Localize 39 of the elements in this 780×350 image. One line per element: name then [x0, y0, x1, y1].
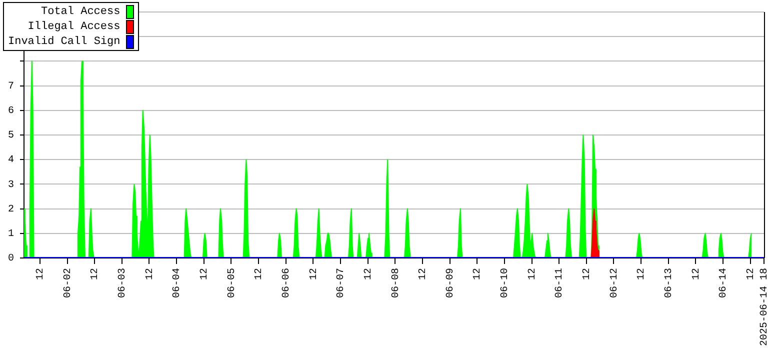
x-tick-label: 12: [200, 268, 211, 280]
x-tick-label: 06-12: [609, 268, 620, 298]
x-tick-label: 06-11: [554, 268, 566, 298]
y-tick-label: 4: [8, 155, 14, 166]
x-tick-label: 06-08: [390, 268, 402, 298]
x-tick-label: 06-14: [718, 268, 730, 298]
x-tick-label: 12: [691, 268, 702, 280]
x-tick-label: 12: [582, 268, 594, 280]
x-tick-label: 12: [636, 268, 648, 280]
x-tick-label: 06-04: [172, 268, 184, 298]
y-tick-label: 7: [8, 81, 14, 92]
legend-label: Invalid Call Sign: [8, 36, 120, 48]
legend-label: Illegal Access: [28, 20, 120, 32]
x-tick-label: 12: [418, 268, 430, 280]
x-tick-label: 12: [363, 268, 374, 280]
x-tick-label: 06-06: [281, 268, 292, 298]
x-tick-label: 06-13: [664, 268, 676, 298]
x-tick-label: 06-05: [226, 268, 238, 298]
legend-label: Total Access: [41, 6, 120, 18]
y-tick-label: 5: [8, 130, 14, 142]
x-tick-label: 12: [527, 268, 538, 280]
x-tick-label: 12: [746, 268, 757, 280]
x-tick-label: 06-02: [62, 268, 74, 298]
x-tick-label: 12: [254, 268, 266, 280]
x-tick-label: 2025-06-14 18: [760, 268, 771, 346]
x-tick-label: 06-10: [500, 268, 512, 298]
y-tick-label: 3: [8, 180, 14, 191]
x-tick-label: 12: [308, 268, 320, 280]
x-tick-label: 06-09: [445, 268, 456, 298]
x-tick-label: 12: [472, 268, 484, 280]
y-tick-label: 0: [8, 254, 14, 265]
y-tick-label: 1: [8, 229, 14, 240]
x-tick-label: 12: [144, 268, 156, 280]
y-tick-label: 6: [8, 106, 14, 118]
y-tick-label: 2: [8, 204, 14, 216]
x-tick-label: 06-07: [336, 268, 348, 298]
x-tick-label: 06-03: [118, 268, 129, 298]
x-tick-label: 12: [90, 268, 102, 280]
x-tick-label: 12: [36, 268, 47, 280]
